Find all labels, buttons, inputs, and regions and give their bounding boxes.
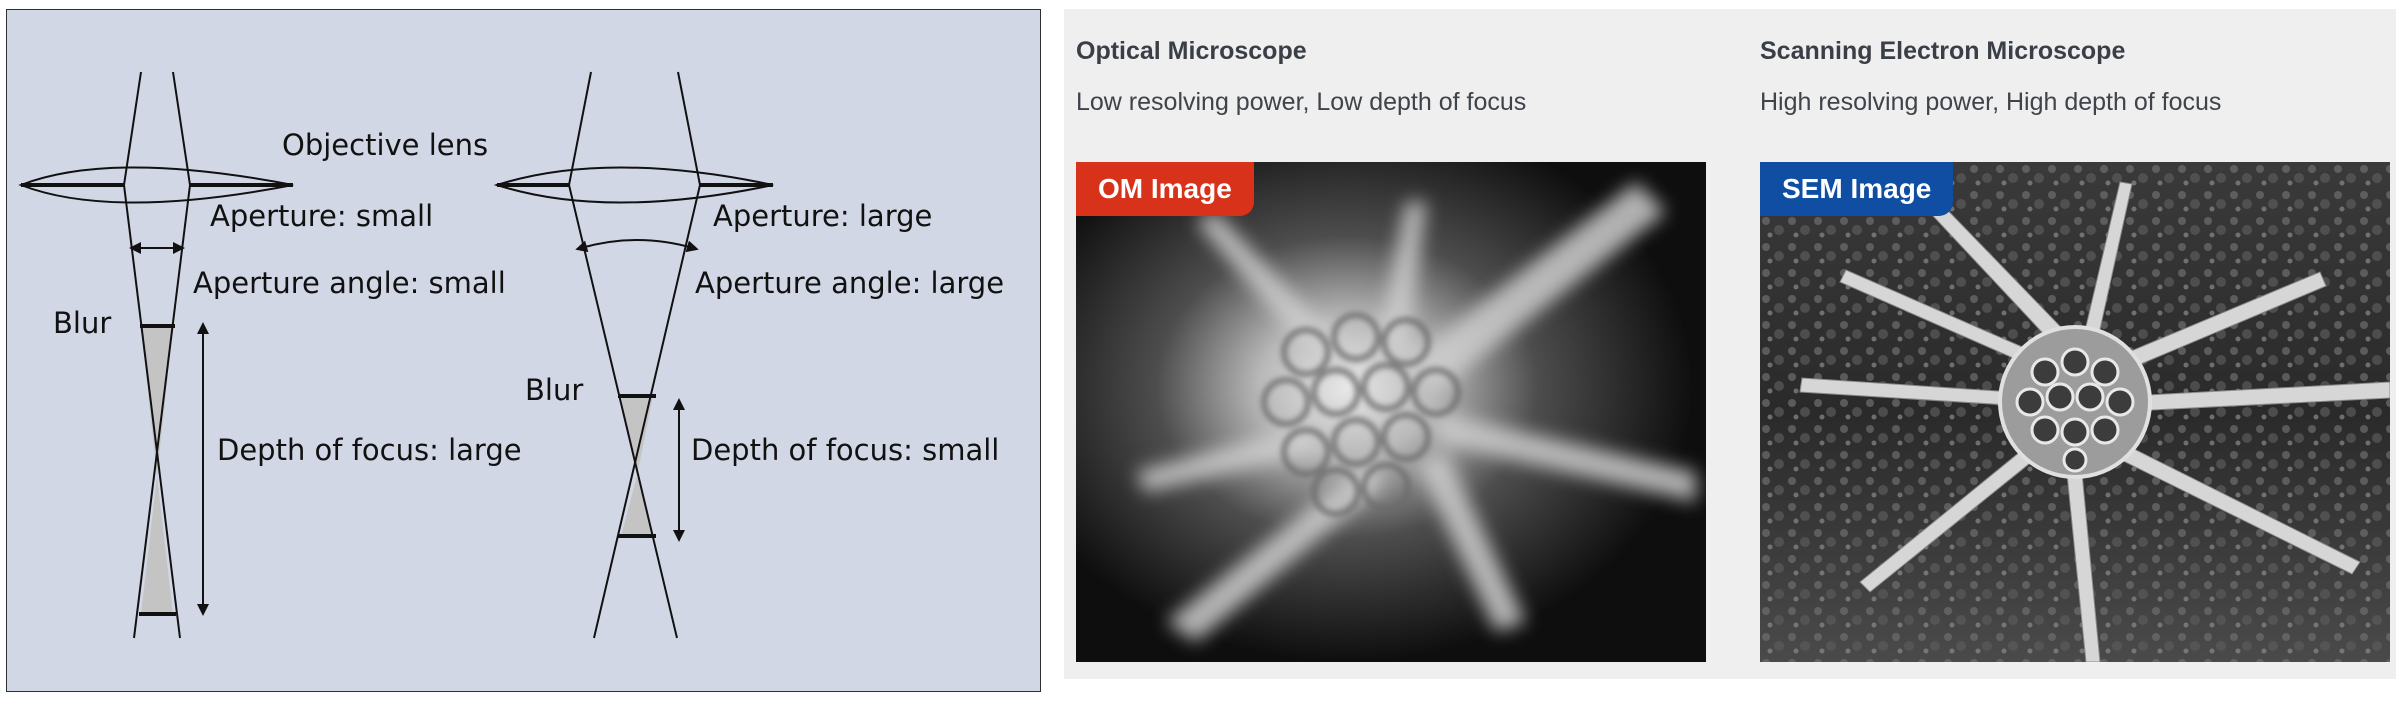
- right-blur-bottom: [621, 476, 653, 536]
- left-aperture-label: Aperture: small: [210, 199, 433, 233]
- optical-title: Optical Microscope: [1076, 37, 1307, 65]
- om-image: OM Image: [1076, 162, 1706, 662]
- left-beam: [123, 71, 191, 639]
- left-blur-label: Blur: [53, 306, 111, 340]
- sem-radiolarian-picture: [1760, 162, 2390, 662]
- left-blur-top: [141, 326, 173, 476]
- left-blur-bottom: [141, 476, 173, 614]
- objective-lens-label: Objective lens: [282, 128, 488, 162]
- left-objective-lens: [18, 166, 294, 204]
- depth-of-focus-diagram: Objective lens Aperture: small Aperture …: [18, 71, 1004, 639]
- sem-subtitle: High resolving power, High depth of focu…: [1760, 88, 2222, 116]
- right-objective-lens: [493, 166, 774, 204]
- sem-title: Scanning Electron Microscope: [1760, 37, 2126, 65]
- right-aperture-label: Aperture: large: [713, 199, 932, 233]
- optics-diagram: Objective lens Aperture: small Aperture …: [6, 9, 1041, 692]
- right-beam: [568, 71, 701, 639]
- sem-image: SEM Image: [1760, 162, 2390, 662]
- om-radiolarian-picture: [1076, 162, 1706, 662]
- right-aperture-angle-arc: [575, 239, 699, 253]
- right-aperture-angle-label: Aperture angle: large: [695, 266, 1004, 300]
- microscope-comparison: Optical Microscope Low resolving power, …: [1064, 9, 2396, 679]
- optical-subtitle: Low resolving power, Low depth of focus: [1076, 88, 1527, 116]
- left-aperture-angle-label: Aperture angle: small: [193, 266, 506, 300]
- om-image-badge: OM Image: [1076, 162, 1254, 216]
- right-depth-label: Depth of focus: small: [691, 433, 999, 467]
- right-blur-label: Blur: [525, 373, 583, 407]
- sem-image-badge: SEM Image: [1760, 162, 1954, 216]
- left-depth-label: Depth of focus: large: [217, 433, 522, 467]
